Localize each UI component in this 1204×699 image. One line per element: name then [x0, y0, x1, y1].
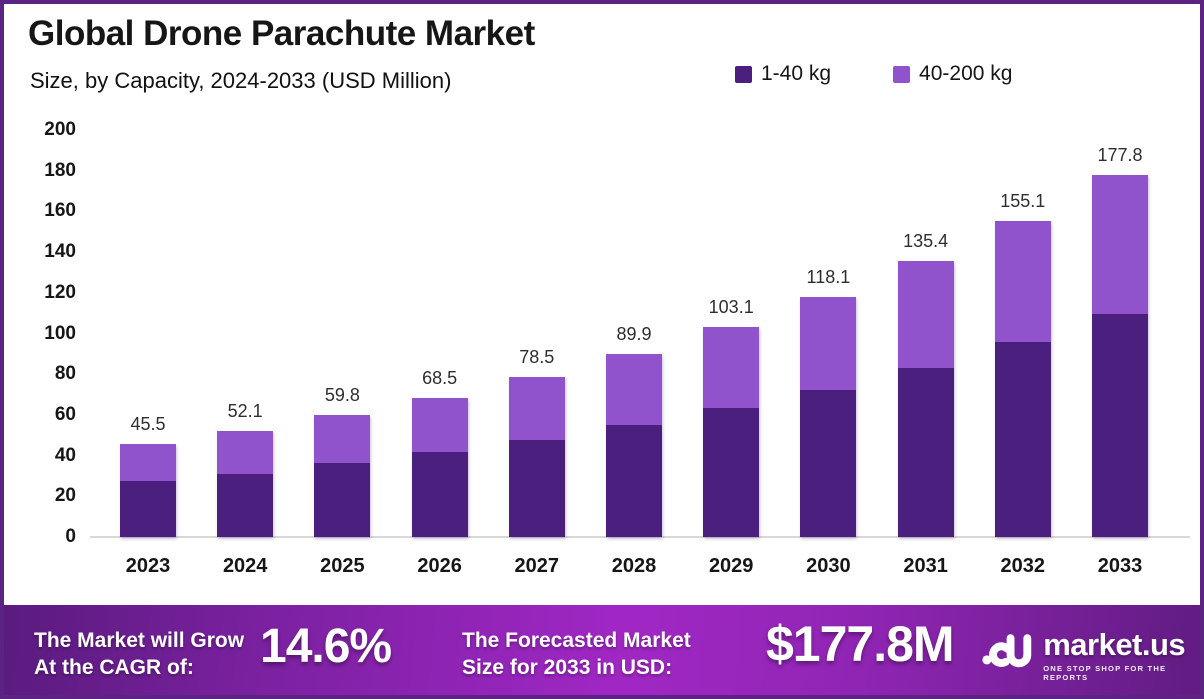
bar-value-label: 78.5: [519, 347, 555, 368]
y-axis-tick-label: 100: [44, 322, 76, 344]
y-axis-tick-label: 60: [54, 403, 76, 425]
y-axis-tick-label: 120: [44, 281, 76, 303]
y-axis-tick-label: 180: [44, 159, 76, 181]
legend-swatch-dark-icon: [735, 65, 752, 83]
bar-segment-1-40kg: [1092, 313, 1148, 537]
cagr-label: The Market will Grow At the CAGR of:: [34, 627, 244, 681]
y-axis-tick-label: 140: [44, 241, 76, 263]
cagr-label-line2: At the CAGR of:: [34, 656, 194, 679]
bar-segment-1-40kg: [120, 481, 176, 537]
legend-label: 40-200 kg: [919, 62, 1013, 85]
y-axis-tick-label: 200: [44, 119, 76, 140]
cagr-label-line1: The Market will Grow: [34, 629, 245, 652]
x-axis-tick-label: 2023: [125, 555, 171, 577]
brand-name: market.us: [1043, 627, 1186, 662]
forecast-label-line1: The Forecasted Market: [462, 629, 691, 652]
forecast-label: The Forecasted Market Size for 2033 in U…: [462, 627, 691, 681]
bar-value-label: 177.8: [1097, 145, 1143, 166]
x-axis-tick-label: 2026: [417, 555, 462, 577]
page-title: Global Drone Parachute Market: [28, 14, 535, 53]
stacked-bar: [800, 296, 857, 537]
bar-segment-40-200kg: [217, 430, 274, 474]
bar-segment-1-40kg: [314, 463, 371, 537]
x-axis-tick-label: 2025: [320, 555, 365, 577]
bar-value-label: 45.5: [130, 414, 166, 435]
y-axis-tick-label: 160: [44, 200, 76, 222]
bar-value-label: 103.1: [708, 297, 754, 318]
bar-value-label: 52.1: [227, 400, 263, 421]
stacked-bar: [897, 261, 954, 537]
bar-value-label: 135.4: [903, 231, 949, 252]
legend-swatch-light-icon: [893, 65, 911, 83]
legend-label: 1-40 kg: [761, 62, 832, 85]
stacked-bar: [703, 327, 760, 537]
bar-value-label: 155.1: [1000, 191, 1046, 212]
stacked-bar: [1092, 175, 1148, 537]
forecast-label-line2: Size for 2033 in USD:: [462, 656, 673, 679]
x-axis-tick-label: 2030: [806, 555, 851, 577]
bar-segment-1-40kg: [994, 342, 1051, 537]
x-axis-tick-label: 2024: [222, 555, 268, 577]
brand-logo: market.us ONE STOP SHOP FOR THE REPORTS: [982, 629, 1200, 682]
chart-subtitle: Size, by Capacity, 2024-2033 (USD Millio…: [30, 68, 452, 93]
x-axis-line: [90, 536, 1190, 538]
bar-segment-40-200kg: [1092, 175, 1148, 314]
y-axis-tick-label: 20: [54, 485, 76, 507]
stacked-bar: [120, 444, 176, 537]
bar-segment-40-200kg: [703, 327, 760, 409]
bar-value-label: 59.8: [324, 385, 360, 406]
bar-segment-40-200kg: [120, 444, 176, 482]
y-axis-tick-label: 80: [54, 363, 76, 385]
bar-segment-40-200kg: [897, 261, 954, 369]
stacked-bar: [217, 430, 274, 537]
legend-item-40-200kg: 40-200 kg: [893, 62, 1012, 86]
bar-value-label: 68.5: [422, 367, 458, 388]
bar-segment-1-40kg: [703, 408, 760, 537]
bar-segment-40-200kg: [411, 397, 468, 452]
bar-segment-40-200kg: [994, 221, 1051, 343]
marketus-logo-icon: [982, 634, 1032, 668]
bar-segment-1-40kg: [897, 368, 954, 537]
bar-segment-40-200kg: [508, 377, 565, 440]
bar-segment-40-200kg: [800, 296, 857, 391]
stacked-bar: [508, 377, 565, 537]
stacked-bar: [606, 354, 662, 537]
x-axis-tick-label: 2028: [611, 555, 657, 577]
legend-item-1-40kg: 1-40 kg: [735, 62, 831, 86]
x-axis-tick-label: 2031: [903, 555, 948, 577]
y-axis-tick-label: 40: [54, 444, 76, 466]
footer-banner: The Market will Grow At the CAGR of: 14.…: [4, 605, 1200, 695]
x-axis-tick-label: 2027: [514, 555, 560, 577]
bar-segment-1-40kg: [606, 425, 662, 537]
x-axis-tick-label: 2033: [1097, 555, 1143, 577]
x-axis-tick-label: 2032: [1000, 555, 1046, 577]
stacked-bar: [411, 397, 468, 537]
bar-segment-1-40kg: [508, 439, 565, 537]
x-axis-tick-label: 2029: [708, 555, 754, 577]
bar-segment-40-200kg: [314, 415, 371, 464]
chart-legend: 1-40 kg 40-200 kg: [735, 62, 1012, 86]
bar-segment-1-40kg: [217, 473, 274, 537]
stacked-bar: [314, 415, 371, 537]
bar-value-label: 118.1: [806, 266, 851, 287]
bar-value-label: 89.9: [616, 324, 652, 345]
bar-segment-1-40kg: [800, 390, 857, 537]
y-axis-tick-label: 0: [65, 526, 76, 547]
stacked-bar: [994, 221, 1051, 537]
cagr-value: 14.6%: [260, 620, 392, 673]
bar-segment-1-40kg: [411, 451, 468, 537]
brand-tagline: ONE STOP SHOP FOR THE REPORTS: [1043, 664, 1167, 682]
bar-segment-40-200kg: [606, 354, 662, 426]
forecast-value: $177.8M: [766, 616, 955, 672]
